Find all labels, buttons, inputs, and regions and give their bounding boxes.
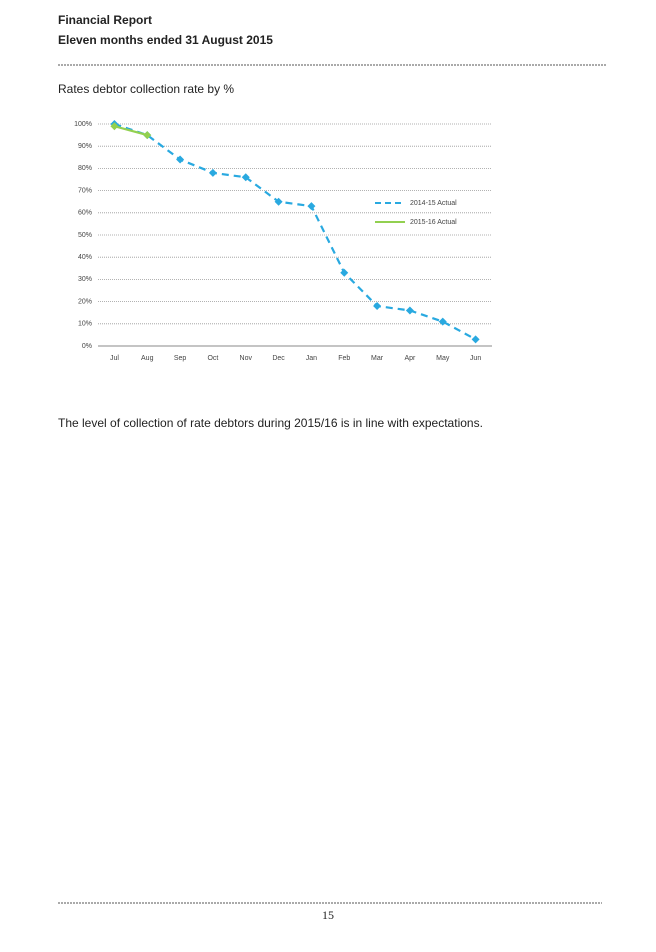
y-tick-label: 30% xyxy=(78,276,92,283)
report-subtitle: Eleven months ended 31 August 2015 xyxy=(58,33,273,47)
legend-label: 2015-16 Actual xyxy=(410,219,457,226)
legend-label: 2014-15 Actual xyxy=(410,200,457,207)
data-point xyxy=(143,131,152,140)
x-tick-label: Jul xyxy=(110,355,119,362)
y-tick-label: 40% xyxy=(78,254,92,261)
data-point xyxy=(110,122,119,131)
series-line xyxy=(114,122,477,341)
y-tick-label: 0% xyxy=(82,343,92,350)
y-tick-label: 70% xyxy=(78,187,92,194)
y-tick-label: 80% xyxy=(78,165,92,172)
x-tick-label: Mar xyxy=(371,355,384,362)
x-tick-label: Aug xyxy=(141,355,154,362)
data-point xyxy=(274,197,283,206)
data-point xyxy=(307,202,316,211)
x-tick-label: Feb xyxy=(338,355,350,362)
x-tick-label: May xyxy=(436,355,450,362)
y-tick-label: 90% xyxy=(78,143,92,150)
body-text: The level of collection of rate debtors … xyxy=(58,416,483,430)
data-point xyxy=(438,317,447,326)
report-title: Financial Report xyxy=(58,13,152,27)
data-point xyxy=(405,306,414,315)
y-tick-label: 20% xyxy=(78,298,92,305)
x-tick-label: Apr xyxy=(404,355,416,362)
x-tick-label: Nov xyxy=(240,355,253,362)
data-point xyxy=(471,335,480,344)
data-point xyxy=(176,155,185,164)
y-tick-label: 100% xyxy=(74,121,92,128)
series-line xyxy=(114,125,148,137)
page-number: 15 xyxy=(322,908,334,922)
x-tick-label: Sep xyxy=(174,355,187,362)
y-tick-label: 60% xyxy=(78,210,92,217)
data-point xyxy=(340,268,349,277)
section-title: Rates debtor collection rate by % xyxy=(58,82,234,96)
data-point xyxy=(373,302,382,311)
y-tick-label: 10% xyxy=(78,321,92,328)
y-tick-label: 50% xyxy=(78,232,92,239)
data-point xyxy=(241,173,250,182)
x-tick-label: Dec xyxy=(272,355,285,362)
x-tick-label: Jun xyxy=(470,355,481,362)
x-tick-label: Jan xyxy=(306,355,317,362)
x-tick-label: Oct xyxy=(207,355,218,362)
data-point xyxy=(208,168,217,177)
